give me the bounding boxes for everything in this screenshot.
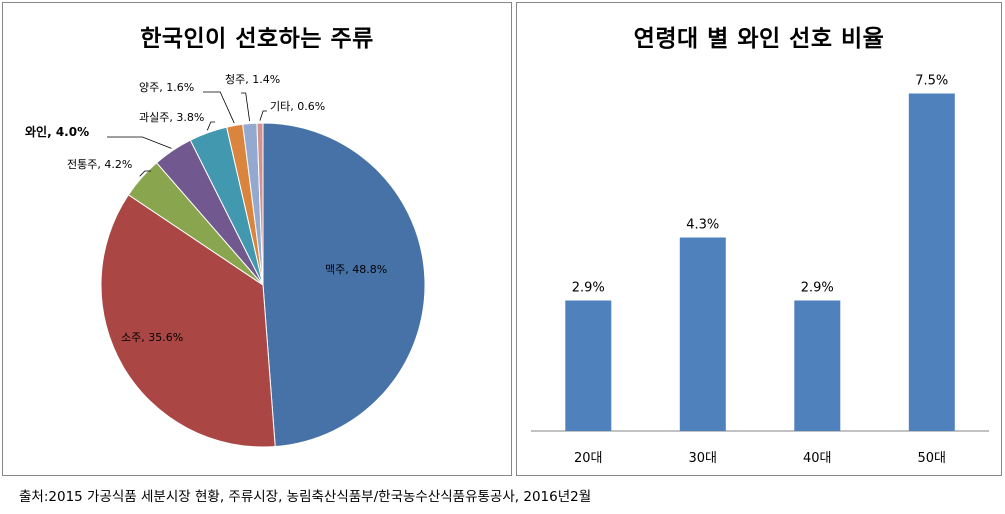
pie-data-label: 소주, 35.6% [121,331,183,344]
x-tick-label: 30대 [688,451,717,466]
pie-chart-title: 한국인이 선호하는 주류 [140,26,374,52]
pie-data-label: 과실주, 3.8% [139,111,204,124]
bar-chart-title: 연령대 별 와인 선호 비율 [633,26,885,52]
pie-data-label: 청주, 1.4% [225,73,280,86]
pie-leader-line [241,92,250,122]
pie-slice-1 [262,122,426,448]
source-note: 출처:2015 가공식품 세분시장 현황, 주류시장, 농림축산식품부/한국농수… [19,489,592,505]
pie-chart: 맥주, 48.8% 소주, 35.6% 전통주, 4.2% 와인, 4.0% 과실주, … [25,73,426,448]
pie-data-label: 와인, 4.0% [25,124,89,139]
pie-leader-line [139,170,151,177]
pie-leader-line [206,121,215,131]
bar-data-label: 2.9% [572,281,605,296]
bar-data-label: 4.3% [686,218,719,233]
x-tick-label: 40대 [803,451,832,466]
bar-chart: 2.9% 20대 4.3% 30대 2.9% 40대 7.5% 50대 [531,74,989,466]
bar-1 [565,300,612,431]
pie-data-label: 전통주, 4.2% [67,158,132,171]
pie-leader-line [259,110,267,121]
bar-data-label: 7.5% [915,74,948,89]
pie-leader-line [203,91,235,124]
x-tick-label: 20대 [574,451,603,466]
bar-data-label: 2.9% [801,281,834,296]
pie-data-label: 양주, 1.6% [139,81,194,94]
bar-3 [794,300,841,431]
bar-4 [908,93,955,431]
pie-slice-2 [100,194,276,448]
pie-leader-line [107,136,172,149]
pie-chart-panel: 한국인이 선호하는 주류 맥주, 48.8% 소주, 35.6% 전통주, 4.2%… [2,2,512,476]
x-tick-label: 50대 [917,451,946,466]
pie-data-label: 맥주, 48.8% [325,263,387,276]
pie-data-label: 기타, 0.6% [270,100,325,113]
bar-chart-panel: 연령대 별 와인 선호 비율 2.9% 20대 4.3% 30대 2.9% 40대 7.5%… [516,2,1002,476]
bar-2 [679,237,726,431]
pie-slice-8 [256,122,264,286]
